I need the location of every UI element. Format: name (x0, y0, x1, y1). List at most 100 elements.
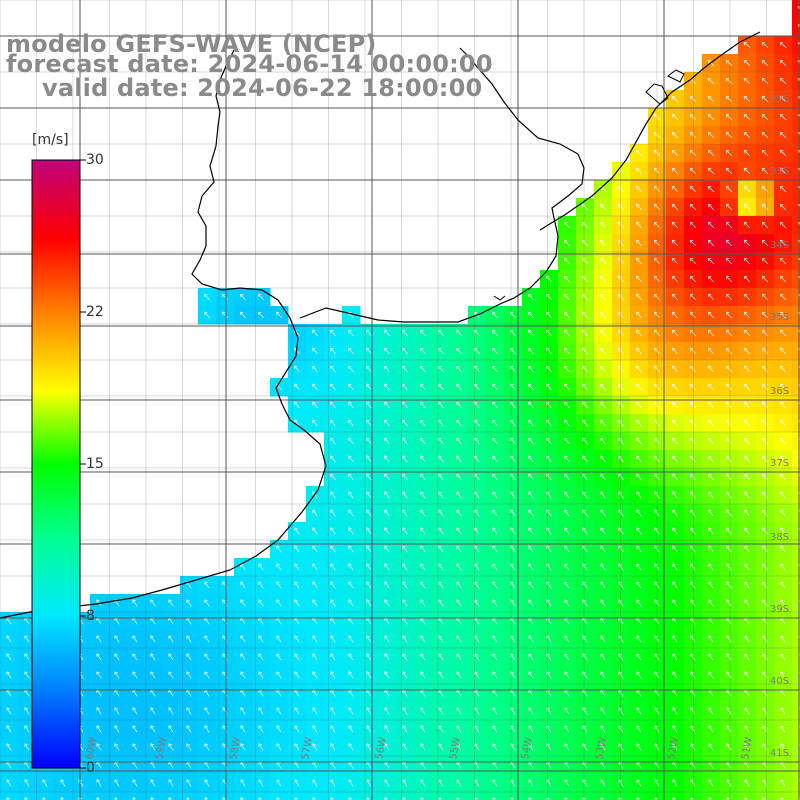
wind-arrow (671, 257, 679, 265)
wind-arrow (204, 707, 210, 715)
wind-cell (792, 414, 800, 433)
wind-arrow (725, 167, 733, 175)
wind-arrow (330, 545, 336, 553)
wind-arrow (186, 797, 190, 800)
wind-arrow (564, 635, 570, 643)
wind-arrow (635, 185, 643, 193)
wind-arrow (725, 293, 732, 301)
wind-arrow (689, 203, 697, 211)
wind-arrow (672, 797, 676, 800)
wind-arrow (653, 113, 661, 120)
wind-arrow (689, 149, 697, 157)
wind-arrow (689, 185, 697, 193)
wind-arrow (779, 185, 787, 193)
wind-arrow (690, 581, 696, 589)
wind-arrow (312, 779, 318, 787)
wind-cell (522, 792, 541, 800)
wind-arrow (600, 653, 606, 661)
wind-arrow (726, 365, 732, 373)
wind-arrow (545, 293, 552, 301)
wind-arrow (348, 365, 354, 373)
wind-arrow (456, 491, 462, 499)
wind-arrow (384, 509, 390, 517)
wind-arrow (438, 671, 444, 679)
wind-arrow (743, 167, 751, 175)
wind-arrow (546, 527, 552, 535)
wind-arrow (528, 779, 534, 787)
wind-arrow (725, 185, 733, 193)
wind-arrow (492, 473, 498, 481)
wind-arrow (654, 707, 660, 715)
wind-arrow (780, 581, 786, 589)
wind-arrow (725, 311, 732, 319)
wind-arrow (330, 383, 336, 391)
wind-arrow (546, 671, 552, 679)
wind-arrow (527, 311, 534, 319)
wind-arrow (96, 779, 102, 787)
wind-arrow (402, 797, 406, 800)
wind-arrow (384, 545, 390, 553)
wind-arrow (168, 671, 174, 679)
wind-arrow (744, 491, 750, 499)
wind-arrow (366, 473, 372, 481)
wind-arrow (510, 347, 516, 355)
wind-arrow (600, 779, 606, 787)
wind-arrow (240, 797, 244, 800)
wind-arrow (707, 149, 715, 157)
wind-arrow (509, 311, 516, 319)
wind-arrow (456, 779, 462, 787)
wind-arrow (348, 401, 354, 409)
wind-arrow (474, 581, 480, 589)
wind-arrow (257, 311, 264, 319)
wind-arrow (150, 707, 156, 715)
wind-arrow (744, 779, 750, 787)
wind-arrow (366, 545, 372, 553)
wind-arrow (510, 653, 516, 661)
wind-arrow (114, 743, 120, 751)
wind-arrow (690, 527, 696, 535)
wind-arrow (492, 743, 498, 751)
wind-arrow (474, 437, 480, 445)
wind-cell (792, 630, 800, 649)
wind-arrow (348, 599, 354, 607)
wind-arrow (276, 797, 280, 800)
wind-arrow (564, 437, 570, 445)
wind-arrow (671, 113, 679, 120)
wind-arrow (456, 419, 462, 427)
wind-arrow (438, 509, 444, 517)
wind-cell (792, 72, 800, 91)
wind-arrow (402, 401, 408, 409)
wind-arrow (780, 725, 786, 733)
wind-arrow (708, 419, 714, 427)
wind-arrow (510, 509, 516, 517)
wind-arrow (492, 635, 498, 643)
wind-arrow (744, 455, 750, 463)
lon-label: 53W (594, 736, 609, 760)
wind-cell (486, 792, 505, 800)
wind-arrow (563, 293, 570, 301)
wind-arrow (689, 329, 696, 337)
wind-arrow (725, 131, 733, 138)
wind-arrow (762, 545, 768, 553)
wind-arrow (348, 491, 354, 499)
wind-cell (792, 342, 800, 361)
wind-arrow (420, 797, 424, 800)
wind-arrow (420, 383, 426, 391)
wind-arrow (96, 725, 102, 733)
wind-cell (774, 792, 793, 800)
wind-arrow (420, 563, 426, 571)
wind-arrow (636, 527, 642, 535)
colorbar-tick: 22 (86, 304, 104, 320)
wind-arrow (276, 671, 282, 679)
wind-arrow (654, 725, 660, 733)
wind-arrow (96, 653, 102, 661)
wind-arrow (708, 383, 714, 391)
wind-arrow (690, 437, 696, 445)
wind-cell (792, 108, 800, 127)
wind-arrow (510, 473, 516, 481)
wind-arrow (653, 167, 661, 175)
wind-arrow (780, 599, 786, 607)
wind-arrow (708, 491, 714, 499)
wind-arrow (456, 383, 462, 391)
wind-arrow (653, 149, 661, 157)
